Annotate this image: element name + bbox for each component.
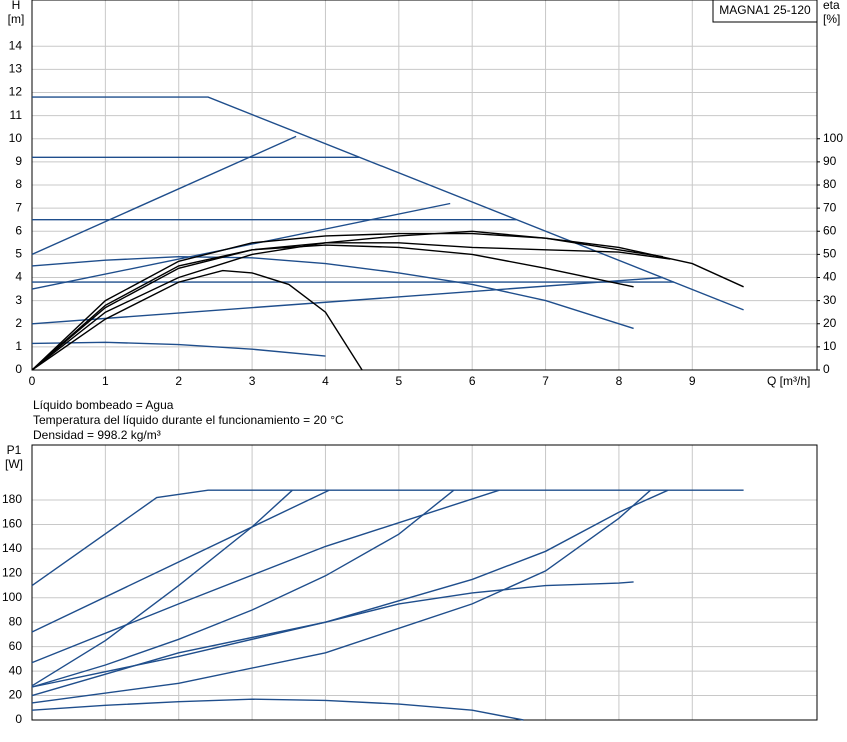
curve <box>32 96 744 311</box>
y-tick-label: 11 <box>10 108 23 122</box>
chart-title: MAGNA1 25-120 <box>719 3 811 17</box>
y-tick-label: 80 <box>9 614 23 628</box>
x-tick-label: 3 <box>249 374 256 388</box>
x-tick-label: 0 <box>29 374 36 388</box>
curve <box>31 135 297 256</box>
y-tick-label: 0 <box>15 712 22 726</box>
plot-frame <box>31 444 818 721</box>
y-tick-label: 60 <box>9 639 23 653</box>
y-axis-unit: [W] <box>5 457 23 471</box>
curve <box>31 341 326 357</box>
y-tick-label: 180 <box>2 492 22 506</box>
y-axis-label: P1 <box>7 443 22 457</box>
curve <box>31 276 663 325</box>
y-tick-label: 6 <box>15 223 22 237</box>
curve <box>31 255 634 330</box>
y-tick-label: 2 <box>15 316 22 330</box>
y-tick-label: 20 <box>9 688 23 702</box>
note: Densidad = 998.2 kg/m³ <box>33 428 161 442</box>
curve <box>31 232 744 371</box>
y2-tick-label: 40 <box>823 270 837 284</box>
y-tick-label: 5 <box>15 247 22 261</box>
y-tick-label: 10 <box>9 131 23 145</box>
y-tick-label: 160 <box>2 517 22 531</box>
y-tick-label: 12 <box>9 85 23 99</box>
curve <box>31 489 455 688</box>
y-tick-label: 40 <box>9 663 23 677</box>
y2-axis-label: eta <box>823 0 840 12</box>
y2-tick-label: 0 <box>823 362 830 376</box>
y-tick-label: 3 <box>15 293 22 307</box>
curve <box>31 489 651 704</box>
x-tick-label: 1 <box>102 374 109 388</box>
x-tick-label: 2 <box>175 374 182 388</box>
y-tick-label: 9 <box>15 154 22 168</box>
y-tick-label: 120 <box>2 566 22 580</box>
y-tick-label: 8 <box>15 177 22 191</box>
curve <box>31 242 671 371</box>
curve <box>31 489 500 664</box>
curve <box>31 489 669 688</box>
y2-tick-label: 100 <box>823 131 843 145</box>
y-tick-label: 7 <box>15 200 22 214</box>
x-tick-label: 7 <box>542 374 549 388</box>
y-tick-label: 14 <box>9 38 23 52</box>
curve <box>31 269 363 371</box>
curve <box>31 202 451 290</box>
y2-tick-label: 90 <box>823 154 837 168</box>
y-tick-label: 4 <box>15 270 22 284</box>
curve <box>31 244 634 371</box>
y-axis-unit: [m] <box>8 12 25 26</box>
y-tick-label: 100 <box>2 590 22 604</box>
x-tick-label: 4 <box>322 374 329 388</box>
x-tick-label: 8 <box>616 374 623 388</box>
y-tick-label: 140 <box>2 541 22 555</box>
y2-tick-label: 20 <box>823 316 837 330</box>
y2-tick-label: 80 <box>823 177 837 191</box>
y-tick-label: 0 <box>15 362 22 376</box>
y2-tick-label: 70 <box>823 200 837 214</box>
x-tick-label: 6 <box>469 374 476 388</box>
y2-axis-unit: [%] <box>823 12 840 26</box>
y2-tick-label: 60 <box>823 223 837 237</box>
x-axis-label: Q [m³/h] <box>767 374 810 388</box>
curve <box>31 581 634 697</box>
curve <box>31 698 524 721</box>
x-tick-label: 9 <box>689 374 696 388</box>
curve <box>31 230 664 371</box>
curve <box>31 489 744 587</box>
y-tick-label: 1 <box>15 339 22 353</box>
y2-tick-label: 30 <box>823 293 837 307</box>
x-tick-label: 5 <box>395 374 402 388</box>
note: Líquido bombeado = Agua <box>33 398 174 412</box>
y2-tick-label: 10 <box>823 339 837 353</box>
curve <box>31 489 293 687</box>
y-tick-label: 13 <box>9 62 23 76</box>
y-axis-label: H <box>12 0 21 12</box>
note: Temperatura del líquido durante el funci… <box>33 413 344 427</box>
curve <box>31 489 330 633</box>
y2-tick-label: 50 <box>823 247 837 261</box>
plot-frame <box>31 0 818 371</box>
